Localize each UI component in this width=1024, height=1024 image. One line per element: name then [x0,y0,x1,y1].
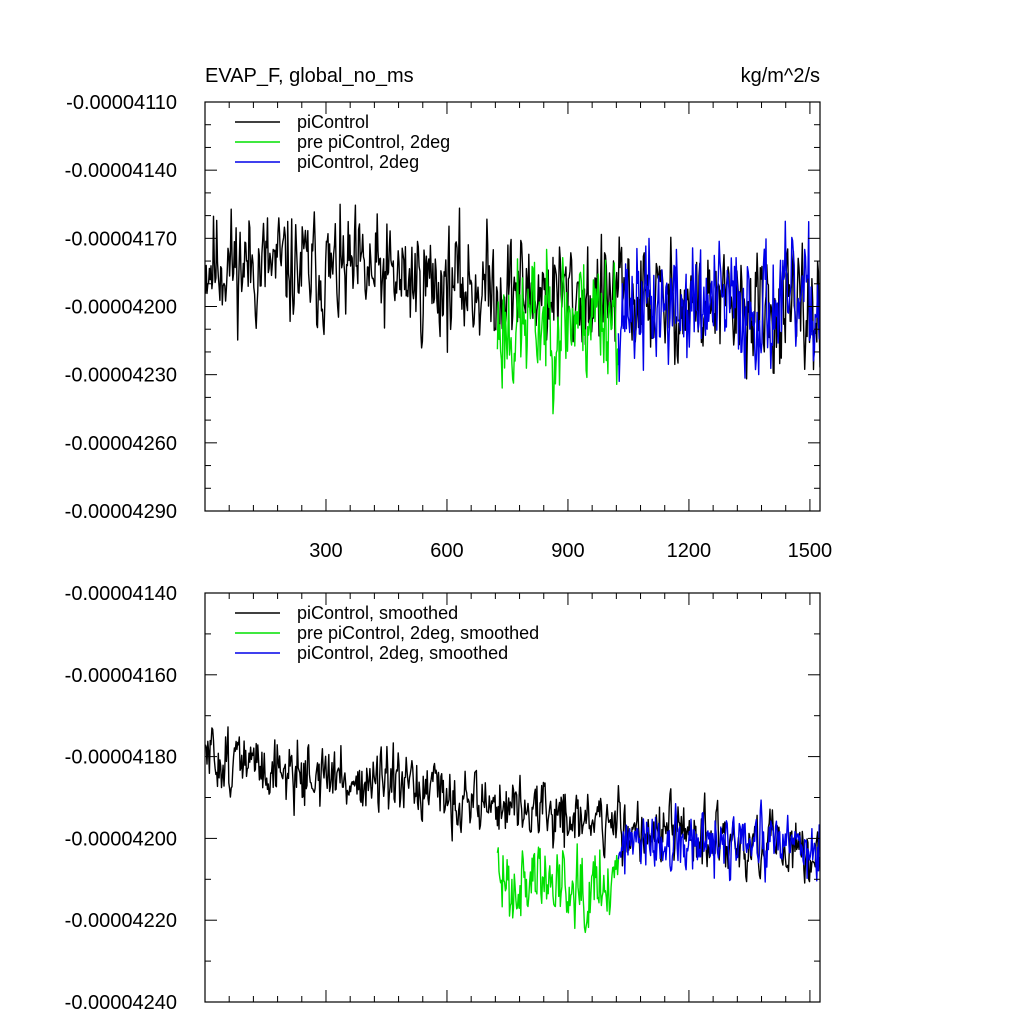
legend-label: piControl, 2deg, smoothed [297,643,508,663]
y-tick-label: -0.00004200 [65,297,177,319]
plot-area [205,726,820,934]
series-line-2 [496,248,620,415]
x-tick-label: 1200 [667,540,712,562]
series-line-2 [496,843,620,934]
series-line-3 [617,799,820,883]
legend-label: piControl [297,112,369,132]
x-axis: 300 600 900 1200 1500 [228,102,833,562]
legend-label: pre piControl, 2deg, smoothed [297,623,539,643]
series-line-3 [617,220,820,383]
x-tick-label: 600 [430,540,463,562]
y-tick-label: -0.00004260 [65,433,177,455]
units-label: kg/m^2/s [741,65,820,87]
x-axis [228,593,811,1002]
series-line-1 [205,726,820,884]
y-tick-label: -0.00004160 [65,665,177,687]
y-axis: -0.00004290 -0.00004260 -0.00004230 -0.0000… [65,92,820,523]
legend-label: piControl, 2deg [297,152,419,172]
y-tick-label: -0.00004230 [65,365,177,387]
panel-evap-raw: 300 600 900 1200 1500-0.00004290-0.00004260-… [65,65,832,562]
y-tick-label: -0.00004170 [65,228,177,250]
y-axis: -0.00004240 -0.00004220 -0.00004200 -0.0000… [65,583,820,1014]
x-tick-label: 1500 [788,540,833,562]
x-tick-label: 300 [309,540,342,562]
y-tick-label: -0.00004240 [65,992,177,1014]
y-tick-label: -0.00004200 [65,828,177,850]
plot-area [205,203,820,415]
y-tick-label: -0.00004140 [65,583,177,605]
y-tick-label: -0.00004110 [66,92,177,114]
chart-title: EVAP_F, global_no_ms [205,65,414,87]
y-tick-label: -0.00004220 [65,910,177,932]
y-tick-label: -0.00004290 [65,501,177,523]
y-tick-label: -0.00004140 [65,160,177,182]
legend-label: pre piControl, 2deg [297,132,450,152]
series-line-1 [205,203,820,380]
y-tick-label: -0.00004180 [65,747,177,769]
x-tick-label: 900 [551,540,584,562]
panel-evap-smoothed: -0.00004240 -0.00004220 -0.00004200 -0.0000… [65,583,821,1014]
legend-label: piControl, smoothed [297,603,458,623]
